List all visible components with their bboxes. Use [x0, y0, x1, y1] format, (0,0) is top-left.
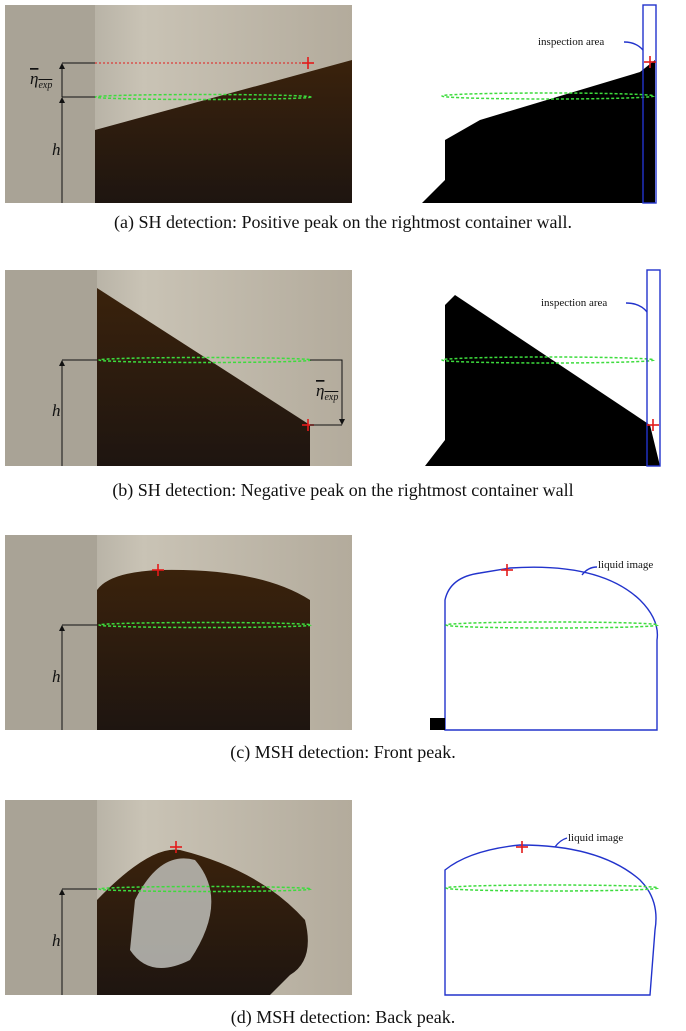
- h-label: h: [52, 140, 61, 159]
- background: [5, 5, 95, 203]
- panel-a: ηexp h inspection area (a) SH detection:…: [5, 5, 660, 233]
- h-label: h: [52, 401, 61, 420]
- eta-sub: exp: [324, 392, 338, 403]
- panel-c: h liquid image (c) MSH detection: Front …: [5, 535, 660, 763]
- background: [5, 270, 97, 466]
- panel-d: h liquid image (d) MSH detection: Back p…: [5, 800, 660, 1028]
- background: [5, 800, 97, 995]
- annotation: liquid image: [598, 559, 653, 571]
- panel-b: ηexp h inspection area (b) SH detection:…: [5, 270, 660, 501]
- caption: (d) MSH detection: Back peak.: [231, 1007, 455, 1028]
- figure: ηexp h inspection area (a) SH detection:…: [0, 0, 686, 1031]
- caption: (a) SH detection: Positive peak on the r…: [114, 212, 572, 233]
- binary-image: [420, 800, 660, 995]
- annotation: inspection area: [541, 297, 607, 309]
- liquid: [97, 570, 310, 730]
- h-label: h: [52, 667, 61, 686]
- eta: η: [316, 381, 324, 400]
- background: [5, 535, 97, 730]
- caption: (c) MSH detection: Front peak.: [230, 742, 455, 763]
- base: [430, 718, 445, 730]
- annotation: inspection area: [538, 36, 604, 48]
- annotation: liquid image: [568, 832, 623, 844]
- caption: (b) SH detection: Negative peak on the r…: [112, 480, 573, 501]
- eta-sub: exp: [38, 80, 52, 91]
- eta: η: [30, 69, 38, 88]
- h-label: h: [52, 931, 61, 950]
